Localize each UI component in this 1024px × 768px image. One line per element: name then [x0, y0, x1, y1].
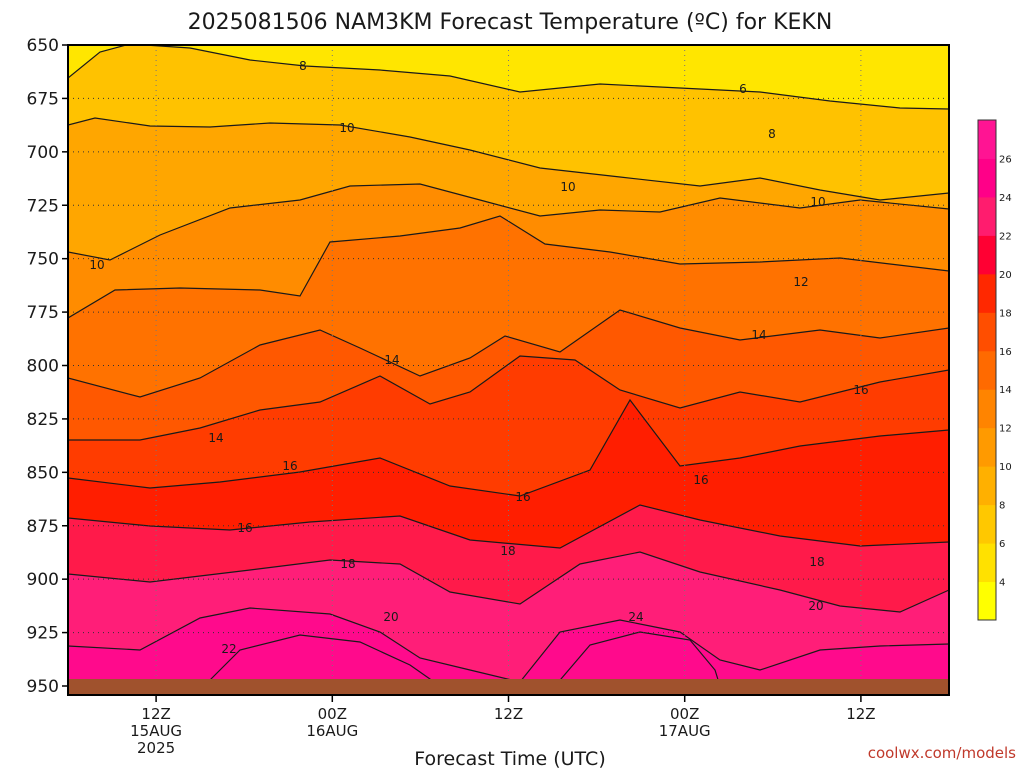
isotherm-label: 8 — [768, 127, 776, 141]
isotherm-label: 10 — [560, 180, 575, 194]
colorbar-swatch — [978, 504, 996, 544]
isotherm-label: 18 — [500, 544, 515, 558]
colorbar-swatch — [978, 581, 996, 621]
isotherm-label: 18 — [340, 557, 355, 571]
colorbar-label: 12 — [999, 424, 1012, 435]
colorbar-swatch — [978, 389, 996, 429]
colorbar-swatch — [978, 427, 996, 467]
colorbar-label: 8 — [999, 501, 1005, 512]
colorbar-label: 6 — [999, 539, 1005, 550]
isotherm-label: 16 — [237, 521, 252, 535]
y-tick-label: 800 — [27, 357, 59, 377]
isotherm-label: 10 — [339, 121, 354, 135]
colorbar-label: 22 — [999, 231, 1012, 242]
isotherm-line — [68, 215, 949, 319]
colorbar-label: 24 — [999, 193, 1012, 204]
isotherm-line — [68, 551, 949, 613]
x-tick-label: 00Z — [318, 705, 347, 723]
temperature-band — [68, 608, 949, 695]
isotherm-label: 16 — [853, 383, 868, 397]
isotherm-label: 22 — [221, 642, 236, 656]
colorbar: 4 6 8 10 12 14 16 18 20 22 24 26 — [977, 119, 1012, 621]
isotherm-label: 20 — [808, 599, 823, 613]
isotherm-label: 14 — [384, 353, 399, 367]
isotherm-line — [554, 631, 721, 687]
colorbar-swatch — [978, 543, 996, 583]
colorbar-swatch — [978, 273, 996, 313]
colorbar-label: 20 — [999, 270, 1012, 281]
x-tick-label: 16AUG — [306, 722, 358, 740]
colorbar-label: 10 — [999, 462, 1012, 473]
x-tick-label: 17AUG — [659, 722, 711, 740]
isotherm-label: 14 — [751, 328, 766, 342]
isotherm-line — [68, 355, 949, 441]
y-tick-label: 700 — [27, 143, 59, 163]
colorbar-swatch — [978, 235, 996, 275]
colorbar-label: 14 — [999, 385, 1012, 396]
x-axis-title: Forecast Time (UTC) — [414, 748, 605, 768]
temperature-bands — [68, 45, 949, 695]
isotherm-line — [68, 398, 949, 497]
isotherm-line — [68, 117, 949, 201]
y-tick-label: 725 — [27, 196, 59, 216]
y-tick-label: 650 — [27, 36, 59, 56]
colorbar-label: 4 — [999, 578, 1005, 589]
y-tick-label: 875 — [27, 517, 59, 537]
colorbar-swatch — [978, 158, 996, 198]
isotherm-label: 10 — [810, 195, 825, 209]
isotherm-labels: 8 6 8 10 10 10 10 12 14 14 14 16 16 16 16 16 18 18 18 20 20 2… — [89, 59, 868, 656]
y-tick-label: 825 — [27, 410, 59, 430]
x-tick-label: 12Z — [494, 705, 523, 723]
isotherm-lines — [68, 45, 949, 687]
isotherm-label: 16 — [693, 473, 708, 487]
isotherm-label: 10 — [89, 258, 104, 272]
isotherm-line — [68, 504, 949, 549]
x-tick-label: 12Z — [846, 705, 875, 723]
x-tick-label: 2025 — [137, 739, 175, 757]
isotherm-label: 6 — [739, 82, 747, 96]
colorbar-label: 18 — [999, 308, 1012, 319]
colorbar-swatch — [978, 120, 996, 159]
x-tick-label: 00Z — [670, 705, 699, 723]
y-tick-label: 900 — [27, 570, 59, 590]
isotherm-line — [68, 309, 949, 398]
y-tick-label: 850 — [27, 463, 59, 483]
y-axis: 650 675 700 725 750 775 800 825 850 875 900 925 950 — [27, 36, 68, 697]
credit-text: coolwx.com/models — [868, 744, 1016, 762]
colorbar-label: 26 — [999, 154, 1012, 165]
isotherm-line — [68, 183, 949, 261]
colorbar-swatch — [978, 196, 996, 236]
isotherm-label: 18 — [809, 555, 824, 569]
isotherm-label: 8 — [299, 59, 307, 73]
isotherm-label: 24 — [628, 610, 643, 624]
isotherm-label: 12 — [793, 275, 808, 289]
isotherm-label: 16 — [282, 459, 297, 473]
colorbar-frame — [977, 119, 997, 621]
isotherm-label: 14 — [208, 431, 223, 445]
colorbar-label: 16 — [999, 347, 1012, 358]
surface-band — [68, 679, 949, 695]
y-tick-label: 925 — [27, 624, 59, 644]
y-tick-label: 950 — [27, 677, 59, 697]
x-tick-label: 12Z — [141, 705, 170, 723]
y-tick-label: 750 — [27, 250, 59, 270]
isotherm-label: 20 — [383, 610, 398, 624]
chart-title: 2025081506 NAM3KM Forecast Temperature (… — [188, 10, 833, 35]
x-tick-label: 15AUG — [130, 722, 182, 740]
isotherm-label: 16 — [515, 490, 530, 504]
plot-area: 8 6 8 10 10 10 10 12 14 14 14 16 16 16 16 16 18 18 18 20 20 2… — [68, 45, 949, 695]
y-tick-label: 675 — [27, 89, 59, 109]
colorbar-swatch — [978, 312, 996, 352]
colorbar-swatch — [978, 466, 996, 506]
y-tick-label: 775 — [27, 303, 59, 323]
colorbar-swatch — [978, 350, 996, 390]
